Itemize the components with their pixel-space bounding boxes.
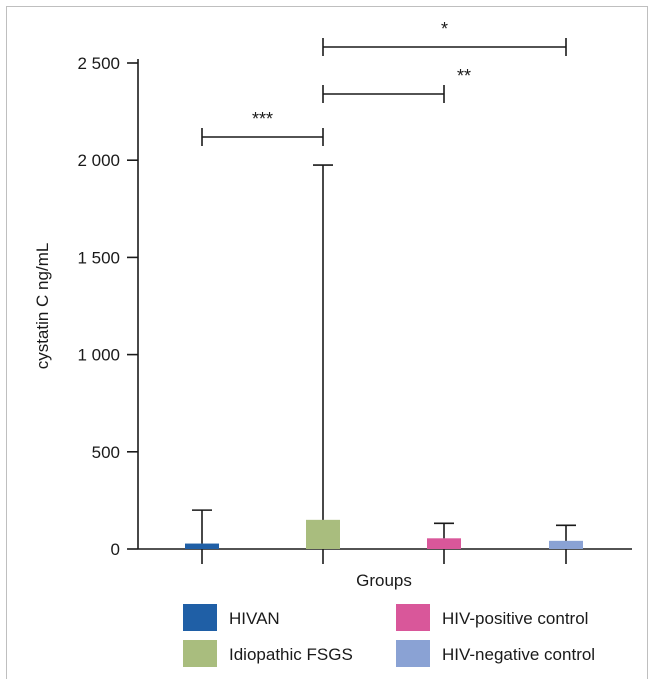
y-tick-label: 2 500 <box>77 54 120 73</box>
legend: HIVAN HIV-positive control Idiopathic FSGS… <box>183 604 595 667</box>
bars <box>185 519 583 549</box>
figure-frame <box>6 6 648 679</box>
axes <box>137 59 632 564</box>
legend-swatch-1 <box>183 604 217 631</box>
significance-label-3: * <box>441 19 448 39</box>
legend-swatch-3 <box>183 640 217 667</box>
bar-hiv-negative-control <box>549 540 583 549</box>
legend-swatch-2 <box>396 604 430 631</box>
y-tick-label: 1 000 <box>77 346 120 365</box>
bar-idiopathic-fsgs <box>306 519 340 549</box>
legend-swatch-4 <box>396 640 430 667</box>
bar-hiv-positive-control <box>427 538 461 549</box>
significance-label-2: ** <box>457 66 471 86</box>
y-tick-label: 0 <box>111 540 120 559</box>
legend-label-1: HIVAN <box>229 609 280 628</box>
y-tick-label: 2 000 <box>77 151 120 170</box>
significance-label-1: *** <box>252 109 273 129</box>
bar-hivan <box>185 543 219 549</box>
y-ticks: 0 500 1 000 1 500 2 000 2 500 <box>77 54 138 559</box>
x-axis-label: Groups <box>356 571 412 590</box>
legend-label-4: HIV-negative control <box>442 645 595 664</box>
y-tick-label: 1 500 <box>77 248 120 267</box>
significance-brackets: ****** <box>201 19 567 146</box>
y-tick-label: 500 <box>92 443 120 462</box>
legend-label-2: HIV-positive control <box>442 609 588 628</box>
legend-label-3: Idiopathic FSGS <box>229 645 353 664</box>
error-bars <box>192 164 576 544</box>
y-axis-label: cystatin C ng/mL <box>33 243 52 370</box>
